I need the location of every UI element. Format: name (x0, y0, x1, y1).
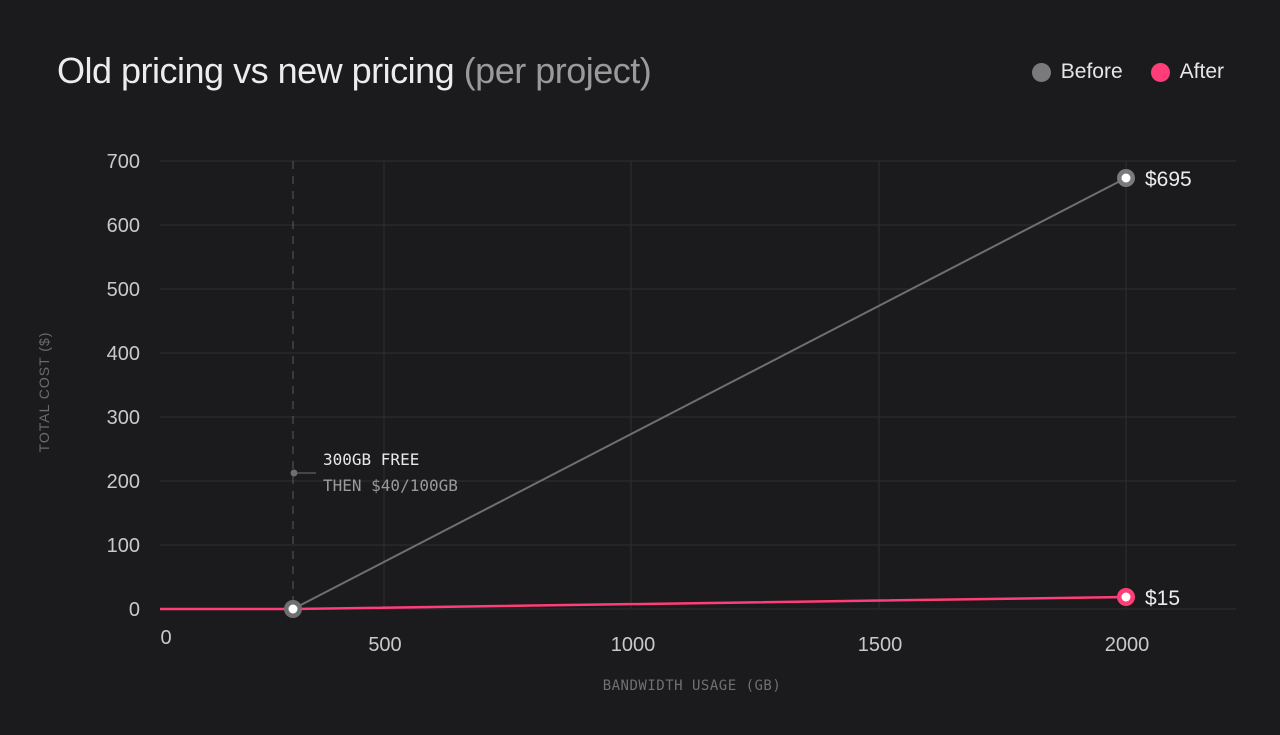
after-end-label: $15 (1145, 587, 1180, 610)
annotation-line2: THEN $40/100GB (323, 476, 458, 495)
ytick-0: 0 (129, 599, 140, 621)
x-axis-ticks: 0 500 1000 1500 2000 (160, 627, 1149, 656)
x-axis-title: BANDWIDTH USAGE (GB) (603, 678, 782, 694)
legend: Before After (1031, 60, 1224, 84)
xtick-0: 0 (160, 627, 171, 649)
ytick-400: 400 (107, 343, 140, 365)
before-end-label: $695 (1145, 168, 1192, 191)
legend-item-after[interactable]: After (1150, 60, 1224, 84)
marker-300gb[interactable] (284, 600, 302, 618)
ytick-700: 700 (107, 151, 140, 173)
title-main: Old pricing vs new pricing (57, 50, 455, 91)
legend-dot-after-icon (1150, 62, 1170, 82)
annotation-dot-icon (290, 469, 298, 477)
chart-title: Old pricing vs new pricing (per project) (57, 50, 652, 92)
xtick-1500: 1500 (858, 634, 903, 656)
horizontal-gridlines (160, 160, 1236, 610)
vertical-gridlines (383, 161, 1127, 609)
free-tier-annotation: 300GB FREE THEN $40/100GB (290, 450, 458, 495)
marker-after-end[interactable] (1117, 588, 1135, 606)
ytick-600: 600 (107, 215, 140, 237)
legend-label-after: After (1179, 60, 1224, 83)
title-subtitle: (per project) (463, 50, 652, 91)
ytick-200: 200 (107, 471, 140, 493)
series-before-line (160, 177, 1127, 610)
ytick-300: 300 (107, 407, 140, 429)
marker-before-end[interactable] (1117, 169, 1135, 187)
xtick-1000: 1000 (611, 634, 656, 656)
legend-label-before: Before (1060, 60, 1123, 83)
ytick-500: 500 (107, 279, 140, 301)
xtick-500: 500 (368, 634, 401, 656)
annotation-line1: 300GB FREE (323, 450, 419, 469)
y-axis-title: TOTAL COST ($) (36, 332, 52, 453)
xtick-2000: 2000 (1105, 634, 1150, 656)
y-axis-ticks: 700 600 500 400 300 200 100 0 (107, 151, 140, 621)
legend-item-before[interactable]: Before (1031, 60, 1123, 84)
ytick-100: 100 (107, 535, 140, 557)
legend-dot-before-icon (1031, 62, 1051, 82)
